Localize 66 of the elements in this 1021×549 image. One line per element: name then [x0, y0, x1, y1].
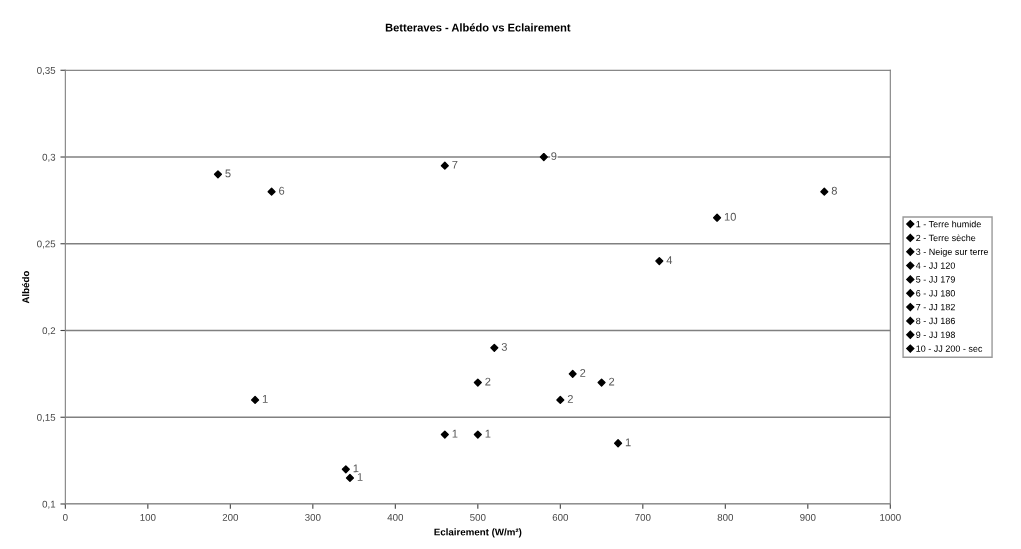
- y-tick-label: 0,35: [37, 67, 56, 76]
- point: [613, 439, 623, 448]
- legend-label: 6 - JJ 180: [916, 290, 955, 297]
- legend-label: 4 - JJ 120: [915, 262, 955, 269]
- legend-label: 3 - Neige sur terre: [916, 248, 989, 257]
- y-tick-label: 0,2: [42, 327, 56, 336]
- annotation: 9: [551, 152, 557, 160]
- legend-label: 7 - JJ 182: [916, 303, 955, 311]
- y-tick-label: 0,25: [37, 240, 56, 249]
- annotation: 5: [225, 169, 231, 178]
- x-tick-label: 700: [635, 513, 651, 521]
- legend-label: 10 - JJ 200 - sec: [916, 345, 983, 352]
- point: [539, 152, 548, 162]
- annotation: 2: [580, 368, 586, 377]
- point: [655, 257, 664, 266]
- point: [556, 395, 565, 404]
- point: [712, 213, 722, 222]
- point: [473, 430, 482, 439]
- x-tick-label: 0: [63, 513, 68, 521]
- y-tick-label: 0,3: [42, 153, 56, 162]
- point: [440, 430, 449, 439]
- annotation: 3: [501, 342, 507, 351]
- point: [341, 465, 350, 474]
- y-axis-title: Albédo: [22, 271, 30, 304]
- annotation: 10: [724, 212, 736, 221]
- x-tick-label: 800: [717, 513, 734, 521]
- legend-label: 1 - Terre humide: [916, 220, 981, 228]
- annotation: 1: [353, 464, 359, 473]
- point: [213, 170, 223, 179]
- x-tick-label: 1000: [880, 513, 901, 521]
- point: [267, 187, 276, 196]
- x-tick-label: 100: [140, 513, 156, 521]
- point: [345, 473, 355, 483]
- legend-label: 8 - JJ 186: [916, 317, 955, 325]
- point: [597, 378, 606, 387]
- point: [568, 369, 577, 378]
- x-tick-label: 200: [222, 513, 239, 521]
- point: [490, 343, 499, 352]
- y-tick-label: 0,15: [37, 413, 56, 423]
- x-tick-label: 300: [305, 513, 321, 521]
- annotation: 2: [567, 395, 573, 403]
- annotation: 1: [452, 429, 458, 438]
- annotation: 8: [831, 186, 837, 195]
- x-axis-title: Eclairement (W/m²): [434, 528, 522, 538]
- point: [820, 187, 829, 196]
- annotation: 7: [452, 160, 458, 169]
- annotation: 1: [485, 429, 491, 438]
- legend-label: 5 - JJ 179: [916, 276, 955, 283]
- x-tick-label: 600: [552, 513, 569, 521]
- annotation: 1: [357, 473, 363, 481]
- y-tick-label: 0,1: [42, 500, 56, 509]
- annotation: 1: [262, 395, 268, 403]
- legend-label: 2 - Terre sèche: [916, 234, 976, 242]
- annotation: 2: [485, 377, 491, 386]
- annotation: 6: [279, 186, 285, 195]
- legend-label: 9 - JJ 198: [916, 331, 955, 338]
- x-tick-label: 900: [800, 513, 816, 521]
- chart-title: Betteraves - Albédo vs Eclairement: [385, 23, 571, 32]
- point: [250, 395, 260, 404]
- x-tick-label: 400: [387, 513, 404, 521]
- point: [440, 161, 449, 170]
- point: [473, 378, 482, 387]
- annotation: 4: [666, 256, 673, 264]
- x-tick-label: 500: [470, 513, 486, 521]
- annotation: 1: [625, 438, 631, 447]
- annotation: 2: [609, 377, 615, 386]
